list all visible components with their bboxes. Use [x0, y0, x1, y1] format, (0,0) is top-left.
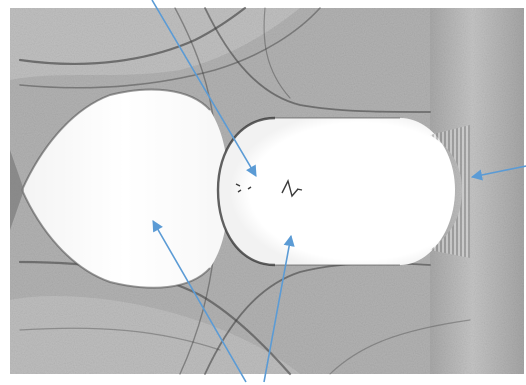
central-body [218, 118, 455, 265]
